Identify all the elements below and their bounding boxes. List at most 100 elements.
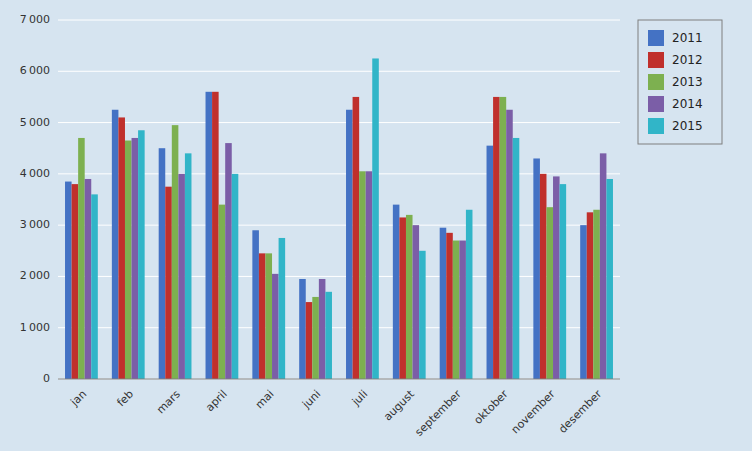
bar <box>299 279 306 379</box>
bar <box>406 215 413 379</box>
bar <box>65 182 72 379</box>
x-tick-label: feb <box>114 388 136 410</box>
bar <box>487 146 494 379</box>
bar <box>587 212 594 379</box>
legend-swatch <box>648 74 664 90</box>
legend-swatch <box>648 96 664 112</box>
bar <box>459 241 466 379</box>
x-tick-label: august <box>381 387 417 423</box>
bar <box>593 210 600 379</box>
x-tick-label: juli <box>349 388 370 409</box>
bar <box>346 110 353 379</box>
y-axis: 0 1 000 2 000 3 000 4 000 5 000 6 000 7 000 <box>20 13 50 385</box>
bar <box>493 97 500 379</box>
bar <box>399 217 406 379</box>
bar <box>212 92 219 379</box>
bar <box>580 225 587 379</box>
legend-label: 2015 <box>672 119 703 133</box>
legend-label: 2013 <box>672 75 703 89</box>
bar <box>306 302 313 379</box>
grid-line <box>58 71 620 72</box>
bar <box>446 233 453 379</box>
bar <box>325 292 332 379</box>
bar <box>560 184 567 379</box>
y-tick-label: 7 000 <box>20 13 50 26</box>
legend-label: 2014 <box>672 97 703 111</box>
grid-line <box>58 20 620 21</box>
x-tick-label: jan <box>67 388 89 410</box>
chart-svg: 0 1 000 2 000 3 000 4 000 5 000 6 000 7 000 jan f… <box>0 0 752 451</box>
bar <box>553 176 560 379</box>
bar <box>413 225 420 379</box>
x-tick-label: mars <box>154 387 183 416</box>
legend-frame <box>638 20 722 144</box>
bar <box>372 58 379 379</box>
bar <box>206 92 213 379</box>
legend-label: 2011 <box>672 31 703 45</box>
bar <box>259 253 266 379</box>
bar <box>272 274 279 379</box>
legend-swatch <box>648 30 664 46</box>
bar <box>546 207 553 379</box>
bar <box>265 253 272 379</box>
legend-label: 2012 <box>672 53 703 67</box>
bar <box>600 153 607 379</box>
bar <box>225 143 232 379</box>
bar <box>125 141 132 379</box>
background <box>0 0 752 451</box>
bar <box>440 228 447 379</box>
bars <box>65 58 613 379</box>
bar <box>393 205 400 379</box>
chart-container: 0 1 000 2 000 3 000 4 000 5 000 6 000 7 000 jan f… <box>0 0 752 451</box>
bar <box>112 110 119 379</box>
bar <box>500 97 507 379</box>
y-tick-label: 2 000 <box>20 269 50 282</box>
bar <box>513 138 520 379</box>
bar <box>219 205 226 379</box>
bar <box>419 251 426 379</box>
bar <box>453 241 460 379</box>
bar <box>132 138 139 379</box>
bar <box>172 125 179 379</box>
bar <box>78 138 85 379</box>
x-axis: janfebmarsaprilmaijunijuliaugustseptembe… <box>58 379 620 439</box>
bar <box>312 297 319 379</box>
x-tick-label: april <box>203 388 229 414</box>
bar <box>165 187 172 379</box>
y-tick-label: 0 <box>43 372 50 385</box>
bar <box>91 194 98 379</box>
grid-line <box>58 379 620 380</box>
x-axis-line <box>58 379 620 380</box>
y-tick-label: 5 000 <box>20 116 50 129</box>
bar <box>359 171 366 379</box>
bar <box>279 238 286 379</box>
y-tick-label: 4 000 <box>20 167 50 180</box>
bar <box>185 153 192 379</box>
legend: 2011 2012 2013 2014 2015 <box>638 20 722 144</box>
x-tick-label: mai <box>253 388 277 412</box>
bar <box>72 184 79 379</box>
x-tick-label: desember <box>556 387 605 436</box>
bar <box>606 179 613 379</box>
bar <box>353 97 360 379</box>
bar <box>159 148 166 379</box>
y-tick-label: 6 000 <box>20 64 50 77</box>
bar <box>319 279 326 379</box>
y-tick-label: 3 000 <box>20 218 50 231</box>
bar <box>366 171 373 379</box>
grid-line <box>58 122 620 123</box>
bar <box>252 230 259 379</box>
bar <box>540 174 547 379</box>
bar <box>466 210 473 379</box>
bar <box>138 130 145 379</box>
bar <box>118 117 125 379</box>
grid <box>58 20 620 379</box>
bar <box>85 179 92 379</box>
legend-swatch <box>648 118 664 134</box>
x-tick-label: juni <box>299 388 323 412</box>
y-tick-label: 1 000 <box>20 321 50 334</box>
x-tick-label: oktober <box>472 387 512 427</box>
bar <box>178 174 185 379</box>
legend-swatch <box>648 52 664 68</box>
bar <box>506 110 513 379</box>
